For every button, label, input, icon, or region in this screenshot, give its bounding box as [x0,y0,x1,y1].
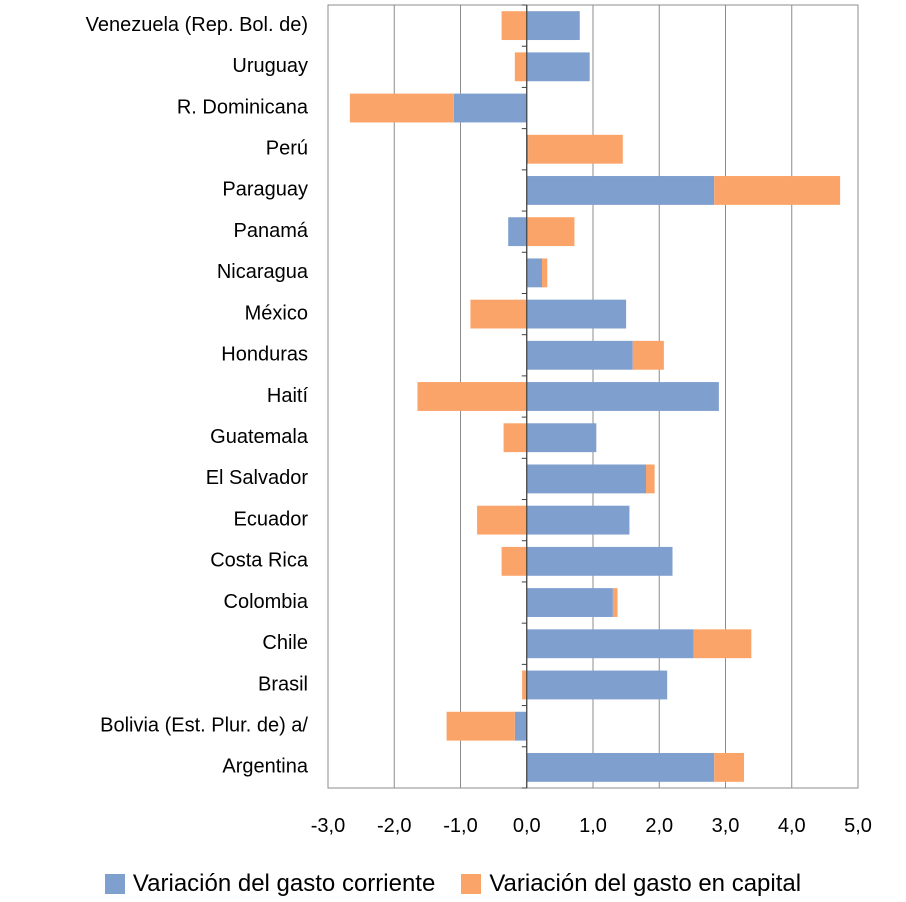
category-label: Guatemala [210,426,309,448]
category-label: Colombia [224,591,309,613]
legend-swatch-capital [461,874,482,894]
bar-corriente [526,546,673,576]
bar-capital [514,52,527,82]
bar-capital [612,588,618,617]
bar-capital [541,258,548,288]
category-label: El Salvador [206,467,309,489]
bar-corriente [526,423,597,453]
bar-corriente [526,588,613,617]
category-label: Costa Rica [210,550,309,572]
bar-chart: Venezuela (Rep. Bol. de) Uruguay R. Domini… [86,4,872,837]
x-tick-label: -3,0 [311,815,345,837]
category-label: Nicaragua [217,261,309,283]
bar-corriente [526,11,580,41]
bar-corriente [526,134,529,164]
legend-item-corriente: Variación del gasto corriente [104,870,436,898]
bar-capital [417,382,527,411]
legend: Variación del gasto corriente Variación … [0,866,906,902]
x-tick-label: 5,0 [844,815,872,837]
bar-capital [693,629,752,659]
bar-capital [477,505,527,535]
bar-capital [446,711,515,741]
bar-capital [349,93,454,123]
bar-capital [522,670,527,700]
legend-label-corriente: Variación del gasto corriente [132,870,436,897]
category-label: Panamá [234,220,309,242]
bar-capital [526,217,575,247]
category-label: Honduras [221,344,308,366]
category-label: Perú [266,138,308,160]
bar-corriente [526,299,627,329]
category-label: Ecuador [234,508,309,530]
bar-capital [632,340,664,370]
bar-capital [714,176,841,205]
bar-capital [470,299,527,329]
bar-capital [528,134,623,164]
bar-corriente [526,340,633,370]
x-tick-label: -2,0 [377,815,411,837]
legend-label-capital: Variación del gasto en capital [489,870,802,897]
bar-corriente [526,670,668,700]
x-tick-label: 1,0 [579,815,607,837]
plot-border [327,4,859,789]
legend-swatch-corriente [104,874,125,894]
bar-capital [714,752,745,782]
category-label: Brasil [258,673,308,695]
category-label: Haití [267,385,309,407]
x-tick-label: 0,0 [513,815,541,837]
bar-corriente [508,217,527,247]
category-label: Paraguay [222,179,308,201]
x-tick-label: 2,0 [645,815,673,837]
bar-corriente [526,258,542,288]
bar-capital [646,464,655,494]
bar-corriente [526,464,646,494]
category-label: R. Dominicana [177,96,309,118]
category-label: México [245,302,308,324]
bars [349,11,841,782]
axes [521,4,528,789]
category-labels: Venezuela (Rep. Bol. de) Uruguay R. Domini… [86,14,309,778]
bar-corriente [453,93,527,123]
x-tick-label: 4,0 [778,815,806,837]
category-label: Venezuela (Rep. Bol. de) [86,14,308,36]
category-label: Argentina [222,756,308,778]
legend-item-capital: Variación del gasto en capital [461,870,801,898]
bar-capital [501,546,527,576]
x-tick-label: -1,0 [443,815,477,837]
bar-corriente [526,505,630,535]
bar-capital [501,11,527,41]
bar-corriente [526,382,719,411]
bar-corriente [526,629,694,659]
bar-capital [503,423,527,453]
bar-corriente [514,711,527,741]
category-label: Uruguay [232,55,308,77]
x-tick-label: 3,0 [712,815,740,837]
bar-corriente [526,752,715,782]
category-label: Chile [262,632,308,654]
category-label: Bolivia (Est. Plur. de) a/ [100,714,308,736]
bar-corriente [526,176,715,205]
x-tick-labels: -3,0 -2,0 -1,0 0,0 1,0 2,0 3,0 4,0 5,0 [311,815,872,837]
bar-corriente [526,52,590,82]
